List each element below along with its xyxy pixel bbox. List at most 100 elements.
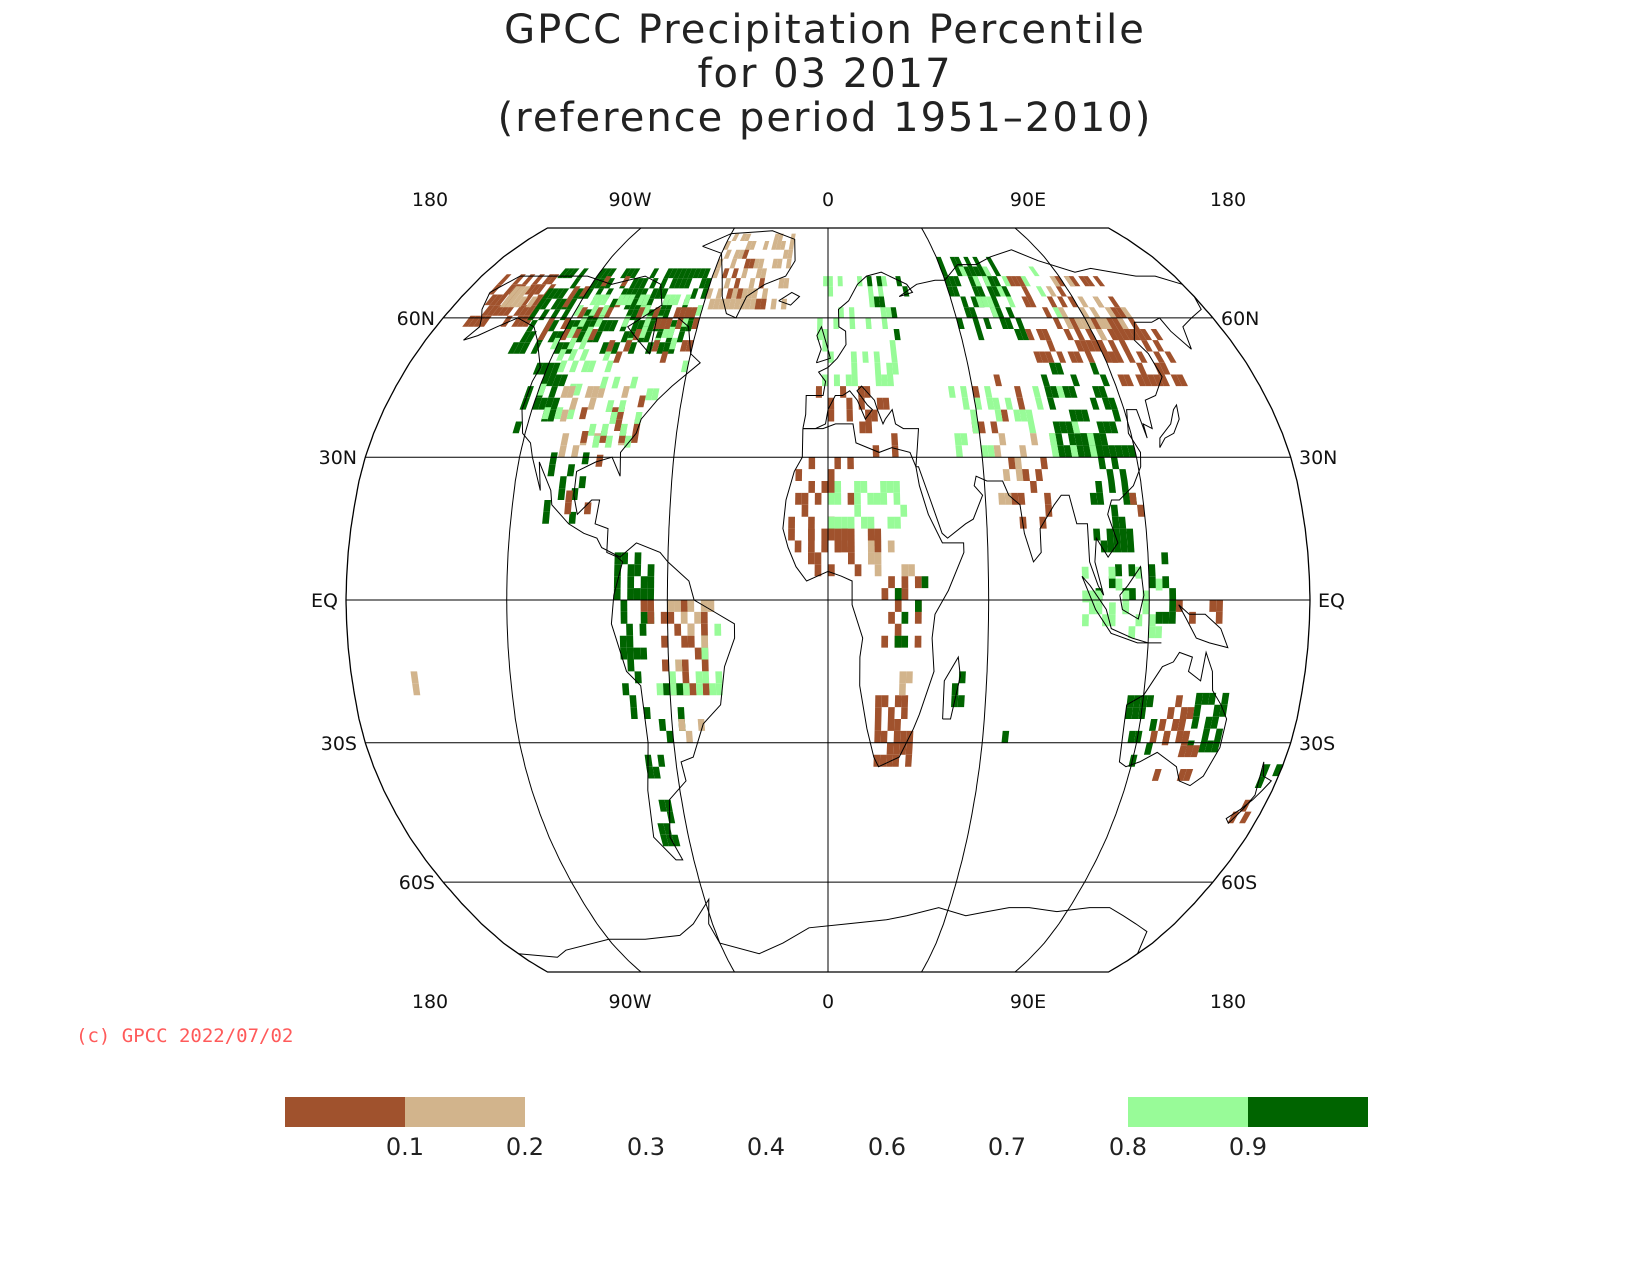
percentile-cell <box>862 351 869 363</box>
percentile-cell <box>558 445 567 458</box>
percentile-cell <box>640 576 648 589</box>
percentile-cell <box>1184 745 1194 758</box>
percentile-cell <box>1152 340 1165 352</box>
percentile-cell <box>575 331 587 343</box>
percentile-cell <box>621 315 632 327</box>
percentile-cell <box>1057 445 1066 458</box>
percentile-cell <box>1035 329 1046 341</box>
percentile-cell <box>867 492 874 505</box>
percentile-cell <box>547 464 556 477</box>
percentile-cell <box>562 296 574 308</box>
percentile-cell <box>1006 296 1016 308</box>
percentile-cell <box>557 288 570 299</box>
percentile-cell <box>992 397 1001 410</box>
percentile-cell <box>560 386 570 398</box>
percentile-cell <box>568 511 577 524</box>
percentile-cell <box>1190 716 1200 729</box>
percentile-cell <box>1065 421 1075 434</box>
percentile-cell <box>701 623 708 636</box>
percentile-cell <box>1108 421 1119 434</box>
percentile-cell <box>745 241 753 250</box>
percentile-cell <box>1124 351 1136 363</box>
percentile-cell <box>1123 329 1136 341</box>
percentile-cell <box>683 307 693 318</box>
percentile-cell <box>1128 564 1136 577</box>
percentile-cell <box>552 374 563 387</box>
percentile-cell <box>602 349 613 361</box>
percentile-cell <box>580 431 589 443</box>
percentile-cell <box>1045 504 1053 517</box>
percentile-cell <box>662 342 671 354</box>
percentile-cell <box>1093 433 1102 446</box>
percentile-cell <box>682 683 690 696</box>
percentile-cell <box>544 397 555 410</box>
percentile-cell <box>1104 307 1117 318</box>
percentile-cell <box>894 600 902 612</box>
percentile-cell <box>985 296 995 308</box>
percentile-cell <box>691 317 700 329</box>
percentile-cell <box>491 305 506 316</box>
percentile-cell <box>1153 362 1165 375</box>
percentile-cell <box>696 683 704 696</box>
percentile-cell <box>566 386 576 398</box>
percentile-cell <box>634 552 642 565</box>
percentile-cell <box>538 362 550 375</box>
percentile-cell <box>821 528 828 541</box>
percentile-cell <box>1015 469 1024 481</box>
percentile-cell <box>957 695 965 708</box>
percentile-cell <box>815 386 822 398</box>
percentile-cell <box>521 274 536 285</box>
percentile-cell <box>999 317 1009 329</box>
percentile-cell <box>881 635 889 648</box>
percentile-cell <box>845 374 852 387</box>
percentile-cell <box>1212 704 1221 717</box>
percentile-cell <box>690 288 699 299</box>
percentile-cell <box>1056 386 1066 398</box>
percentile-cell <box>828 276 833 287</box>
percentile-cell <box>1162 576 1170 589</box>
lon-label-top-180e: 180 <box>1210 189 1246 211</box>
percentile-cell <box>1045 286 1057 297</box>
percentile-cell <box>1115 578 1123 591</box>
percentile-cell <box>673 307 682 318</box>
percentile-cell <box>953 276 962 287</box>
percentile-cell <box>467 315 482 327</box>
percentile-cell <box>642 331 653 343</box>
percentile-cell <box>550 362 561 375</box>
map-title: GPCC Precipitation Percentile for 03 201… <box>0 8 1650 140</box>
percentile-cell <box>1101 445 1111 458</box>
percentile-cell <box>881 317 889 329</box>
percentile-cell <box>590 386 600 398</box>
percentile-cell <box>1201 692 1210 705</box>
percentile-cell <box>591 435 601 448</box>
percentile-cell <box>972 276 982 287</box>
percentile-cell <box>620 294 631 306</box>
percentile-cell <box>1159 362 1171 375</box>
percentile-cell <box>1090 317 1102 329</box>
percentile-cell <box>1044 351 1055 363</box>
percentile-cell <box>969 409 978 422</box>
percentile-cell <box>1148 564 1156 577</box>
percentile-cell <box>698 278 707 289</box>
percentile-cell <box>1107 296 1121 308</box>
lat-label-right-30s: 30S <box>1299 733 1335 755</box>
percentile-cell <box>692 268 702 279</box>
percentile-cell <box>721 268 730 279</box>
percentile-cell <box>776 258 783 269</box>
percentile-cell <box>868 552 875 565</box>
percentile-cell <box>669 683 677 696</box>
percentile-cell <box>547 331 559 343</box>
percentile-cell <box>1068 386 1078 398</box>
percentile-cell <box>1021 296 1032 308</box>
percentile-cell <box>481 305 495 316</box>
coastline <box>1119 565 1145 620</box>
percentile-cell <box>567 349 579 361</box>
percentile-cell <box>838 307 844 318</box>
percentile-cell <box>1062 386 1072 398</box>
percentile-cell <box>643 707 651 719</box>
percentile-cell <box>1201 728 1211 741</box>
percentile-cell <box>512 421 523 434</box>
percentile-cell <box>900 504 908 517</box>
percentile-cell <box>518 305 532 316</box>
percentile-cell <box>814 552 822 565</box>
